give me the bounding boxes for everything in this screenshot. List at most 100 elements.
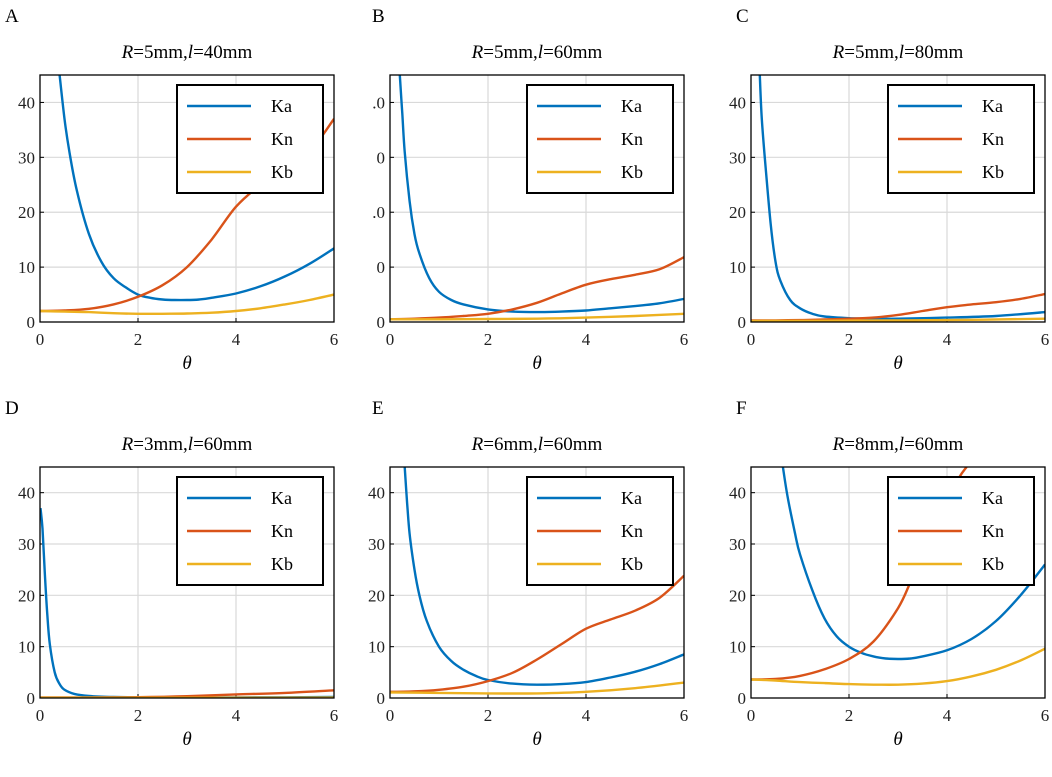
title-part: =3mm, xyxy=(133,434,188,455)
x-tick-label: 0 xyxy=(386,330,395,349)
legend: Ka Kn Kb xyxy=(526,476,674,586)
legend-label: Kb xyxy=(982,554,1004,574)
legend-label: Kn xyxy=(271,129,293,149)
y-tick-label: 10 xyxy=(368,638,385,657)
title-part: =5mm, xyxy=(483,42,538,63)
axes-box xyxy=(389,466,685,699)
panel-letter: B xyxy=(372,6,385,27)
y-tick-label: 30 xyxy=(729,535,746,554)
y-tick-label: 0 xyxy=(377,148,386,167)
y-tick-label: 20 xyxy=(368,586,385,605)
title-part: l xyxy=(188,42,193,63)
legend-label: Kn xyxy=(982,129,1004,149)
x-tick-label: 0 xyxy=(36,330,45,349)
x-axis-label: θ xyxy=(182,353,191,374)
x-tick-label: 2 xyxy=(134,706,143,725)
legend-label: Ka xyxy=(982,488,1003,508)
axes-box xyxy=(39,466,335,699)
legend: Ka Kn Kb xyxy=(887,84,1035,194)
legend-label: Kb xyxy=(982,162,1004,182)
y-tick-label: 20 xyxy=(18,586,35,605)
title-part: R xyxy=(832,434,845,455)
y-tick-label: .0 xyxy=(372,203,385,222)
x-tick-label: 6 xyxy=(330,330,339,349)
y-tick-label: 30 xyxy=(368,535,385,554)
legend-label: Ka xyxy=(621,96,642,116)
legend: Ka Kn Kb xyxy=(526,84,674,194)
x-tick-label: 4 xyxy=(582,706,591,725)
chart-title: R=6mm,l=60mm xyxy=(471,434,603,455)
title-part: R xyxy=(121,434,134,455)
legend-label: Kn xyxy=(982,521,1004,541)
title-part: l xyxy=(188,434,193,455)
title-part: =80mm xyxy=(904,42,963,63)
chart-panel-c: C R=5mm,l=80mm 0 2 4 6 0 10 20 30 40 θ Ka Kn Kb xyxy=(729,6,1049,374)
series-group xyxy=(390,75,684,321)
x-tick-label: 4 xyxy=(232,330,241,349)
x-tick-label: 4 xyxy=(582,330,591,349)
legend-label: Ka xyxy=(271,96,292,116)
series-line-kn xyxy=(390,574,684,693)
y-tick-label: 30 xyxy=(729,148,746,167)
chart-title: R=3mm,l=60mm xyxy=(121,434,253,455)
x-tick-label: 0 xyxy=(747,330,756,349)
chart-title: R=5mm,l=40mm xyxy=(121,42,253,63)
series-line-kb xyxy=(751,317,1045,322)
title-part: =6mm, xyxy=(483,434,538,455)
x-axis-label: θ xyxy=(532,353,541,374)
y-tick-label: 0 xyxy=(377,258,386,277)
x-tick-label: 2 xyxy=(134,330,143,349)
x-tick-label: 2 xyxy=(845,330,854,349)
series-line-kb xyxy=(390,312,684,321)
y-tick-label: 0 xyxy=(27,689,36,708)
legend: Ka Kn Kb xyxy=(176,84,324,194)
series-group xyxy=(390,467,684,695)
y-tick-label: 20 xyxy=(18,203,35,222)
y-tick-label: 40 xyxy=(729,484,746,503)
series-group xyxy=(751,75,1045,322)
chart-title: R=5mm,l=80mm xyxy=(832,42,964,63)
title-part: =60mm xyxy=(543,42,602,63)
axes-box xyxy=(389,74,685,323)
title-part: R xyxy=(471,42,484,63)
x-tick-label: 4 xyxy=(232,706,241,725)
panel-letter: E xyxy=(372,398,384,419)
legend-label: Kn xyxy=(271,521,293,541)
chart-panel-d: D R=3mm,l=60mm 0 2 4 6 0 10 20 30 40 θ Ka Kn Kb xyxy=(5,398,338,750)
x-tick-label: 6 xyxy=(1041,706,1050,725)
title-part: =60mm xyxy=(193,434,252,455)
x-tick-label: 2 xyxy=(484,330,493,349)
panel-letter: C xyxy=(736,6,749,27)
legend: Ka Kn Kb xyxy=(176,476,324,586)
legend-label: Kn xyxy=(621,129,643,149)
y-tick-label: 0 xyxy=(27,313,36,332)
chart-title: R=8mm,l=60mm xyxy=(832,434,964,455)
x-tick-label: 6 xyxy=(680,330,689,349)
x-axis-label: θ xyxy=(182,729,191,750)
chart-panel-a: A R=5mm,l=40mm 0 2 4 6 0 10 20 30 40 θ Ka Kn Kb xyxy=(5,6,338,374)
y-tick-label: 20 xyxy=(729,203,746,222)
y-tick-label: .0 xyxy=(372,93,385,112)
legend-label: Ka xyxy=(621,488,642,508)
y-tick-label: 0 xyxy=(377,313,386,332)
title-part: =5mm, xyxy=(133,42,188,63)
legend-label: Kb xyxy=(621,554,643,574)
y-tick-label: 30 xyxy=(18,148,35,167)
title-part: =60mm xyxy=(543,434,602,455)
y-tick-label: 0 xyxy=(738,313,747,332)
legend-label: Kb xyxy=(271,162,293,182)
x-tick-label: 0 xyxy=(386,706,395,725)
series-line-ka xyxy=(781,467,1045,661)
series-line-kn xyxy=(390,256,684,321)
legend-label: Kn xyxy=(621,521,643,541)
title-part: l xyxy=(538,434,543,455)
panel-letter: D xyxy=(5,398,19,419)
x-tick-label: 4 xyxy=(943,706,952,725)
y-tick-label: 10 xyxy=(729,638,746,657)
x-tick-label: 2 xyxy=(484,706,493,725)
x-axis-label: θ xyxy=(893,353,902,374)
legend: Ka Kn Kb xyxy=(887,476,1035,586)
legend-label: Ka xyxy=(271,488,292,508)
y-tick-label: 20 xyxy=(729,586,746,605)
